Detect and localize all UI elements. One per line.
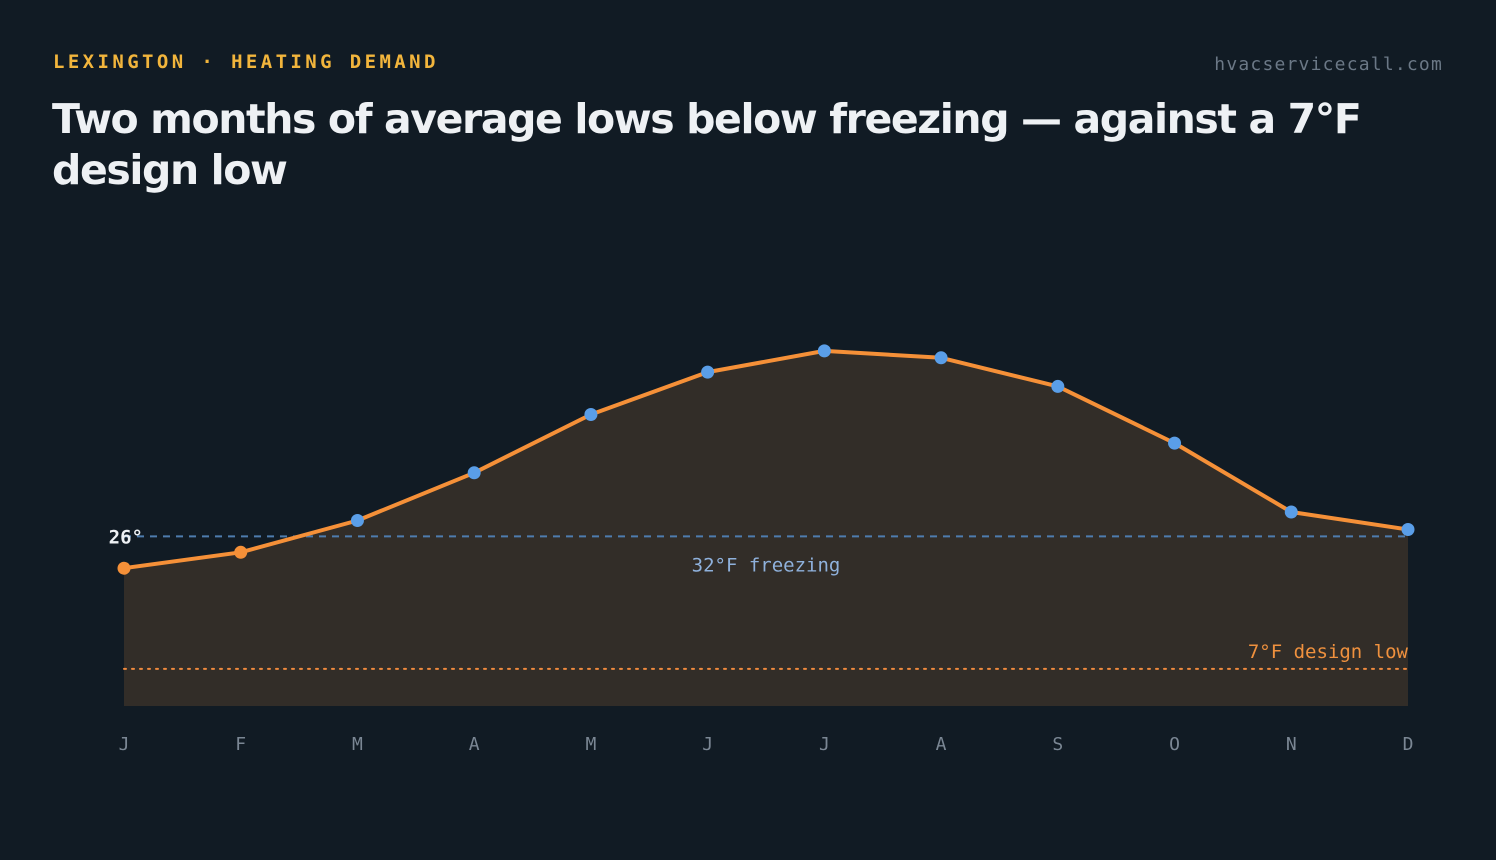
design-low-label: 7°F design low xyxy=(1248,641,1409,663)
data-point-10 xyxy=(1168,436,1182,450)
data-point-5 xyxy=(584,408,598,421)
area-layer xyxy=(124,350,1408,706)
chart-title: Two months of average lows below freezin… xyxy=(52,95,1362,194)
data-point-6 xyxy=(701,365,715,379)
data-point-9 xyxy=(1051,379,1065,393)
x-tick-label-9: S xyxy=(1052,734,1063,755)
data-point-11 xyxy=(1284,505,1298,519)
series-line xyxy=(122,348,1410,571)
data-point-1 xyxy=(117,561,131,575)
x-tick-label-3: M xyxy=(352,734,363,755)
x-tick-label-8: A xyxy=(936,734,947,755)
data-point-7 xyxy=(817,344,831,358)
reference-lines xyxy=(123,535,1409,670)
x-tick-label-1: J xyxy=(119,734,130,755)
chart-labels: 26° 32°F freezing 7°F design low xyxy=(109,526,1409,663)
x-tick-label-7: J xyxy=(819,734,830,755)
x-tick-label-12: D xyxy=(1403,734,1414,755)
x-tick-label-10: O xyxy=(1169,734,1180,755)
data-points xyxy=(117,344,1415,575)
start-value-label: 26° xyxy=(109,526,143,548)
data-point-2 xyxy=(234,545,248,559)
data-point-3 xyxy=(350,514,364,527)
chart-eyebrow: LEXINGTON · HEATING DEMAND xyxy=(53,51,439,73)
x-tick-label-11: N xyxy=(1286,734,1297,755)
data-point-4 xyxy=(467,466,481,480)
freezing-label: 32°F freezing xyxy=(692,554,841,576)
series-line-layer xyxy=(122,348,1410,571)
x-tick-label-6: J xyxy=(702,734,713,755)
x-tick-label-5: M xyxy=(585,734,596,755)
x-tick-label-4: A xyxy=(469,734,480,755)
site-credit: hvacservicecall.com xyxy=(1214,54,1443,75)
x-tick-label-2: F xyxy=(235,734,246,755)
data-point-12 xyxy=(1401,523,1415,537)
data-point-8 xyxy=(934,351,948,365)
series-area xyxy=(124,350,1408,706)
